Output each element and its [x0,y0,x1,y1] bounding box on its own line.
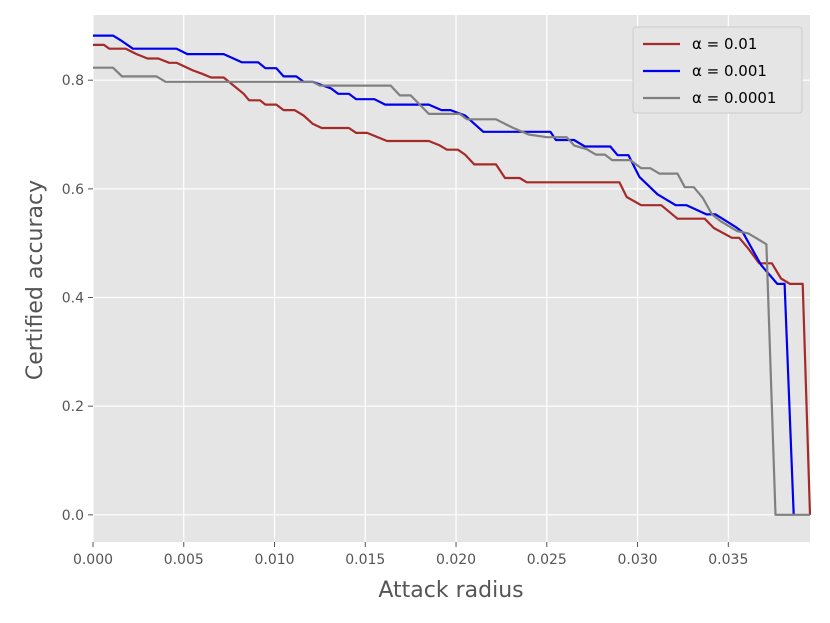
x-tick-label: 0.005 [164,552,204,568]
series-lines [93,34,812,516]
series-line-3 [93,66,810,516]
y-tick-label: 0.6 [62,182,84,198]
legend-label-3: α = 0.0001 [692,89,776,107]
y-tick-label: 0.4 [62,291,84,307]
y-axis-label: Certified accuracy [23,180,48,380]
x-axis-ticks: 0.000 0.005 0.010 0.015 0.020 0.025 0.030 0.035 [73,542,748,568]
y-tick-label: 0.2 [62,399,84,415]
x-tick-label: 0.010 [254,552,294,568]
x-tick-label: 0.015 [345,552,385,568]
y-tick-label: 0.8 [62,73,84,89]
y-axis-ticks: 0.0 0.2 0.4 0.6 0.8 [62,73,93,524]
legend: α = 0.01 α = 0.001 α = 0.0001 [632,26,803,114]
legend-label-1: α = 0.01 [692,35,757,53]
x-tick-label: 0.035 [708,552,748,568]
x-axis-label: Attack radius [378,578,523,603]
series-line-2 [93,34,795,515]
x-tick-label: 0.000 [73,552,113,568]
x-tick-label: 0.020 [436,552,476,568]
legend-box [632,26,803,114]
series-line-1 [93,43,812,515]
legend-label-2: α = 0.001 [692,62,767,80]
x-tick-label: 0.030 [618,552,658,568]
x-tick-label: 0.025 [527,552,567,568]
y-tick-label: 0.0 [62,508,84,524]
